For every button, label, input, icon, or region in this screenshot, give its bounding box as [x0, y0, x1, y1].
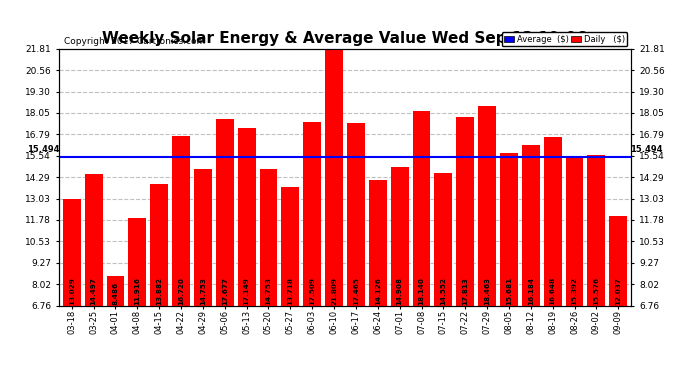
Text: 14.552: 14.552 — [440, 277, 446, 305]
Text: 17.509: 17.509 — [309, 277, 315, 305]
Text: 15.392: 15.392 — [571, 277, 578, 305]
Bar — [544, 137, 562, 306]
Title: Weekly Solar Energy & Average Value Wed Sep 13 19:06: Weekly Solar Energy & Average Value Wed … — [103, 31, 587, 46]
Bar — [413, 111, 431, 306]
Text: 16.184: 16.184 — [528, 277, 534, 305]
Text: Copyright 2017 Cartronics.com: Copyright 2017 Cartronics.com — [64, 37, 206, 46]
Text: 17.813: 17.813 — [462, 277, 469, 305]
Bar — [456, 117, 474, 306]
Bar — [478, 106, 496, 306]
Bar — [282, 187, 299, 306]
Bar — [216, 119, 234, 306]
Bar — [500, 153, 518, 306]
Bar — [609, 216, 627, 306]
Bar — [522, 145, 540, 306]
Text: 13.882: 13.882 — [156, 277, 162, 305]
Bar — [369, 180, 387, 306]
Text: 17.677: 17.677 — [221, 277, 228, 305]
Text: 21.809: 21.809 — [331, 277, 337, 305]
Bar — [85, 174, 103, 306]
Text: 17.465: 17.465 — [353, 277, 359, 305]
Bar — [63, 199, 81, 306]
Bar — [587, 155, 605, 306]
Text: 14.126: 14.126 — [375, 277, 381, 305]
Legend: Average  ($), Daily   ($): Average ($), Daily ($) — [502, 32, 627, 46]
Bar — [237, 128, 255, 306]
Text: 18.140: 18.140 — [419, 277, 424, 305]
Text: 14.753: 14.753 — [200, 277, 206, 305]
Text: 13.718: 13.718 — [287, 277, 293, 305]
Text: 11.916: 11.916 — [135, 277, 140, 305]
Bar — [303, 122, 321, 306]
Text: 15.576: 15.576 — [593, 277, 600, 305]
Text: 13.029: 13.029 — [69, 277, 75, 305]
Text: 8.486: 8.486 — [112, 282, 119, 305]
Bar — [150, 184, 168, 306]
Bar — [566, 158, 584, 306]
Text: 16.720: 16.720 — [178, 277, 184, 305]
Text: 16.648: 16.648 — [550, 277, 555, 305]
Bar — [391, 166, 408, 306]
Text: 12.037: 12.037 — [615, 277, 621, 305]
Text: 14.497: 14.497 — [90, 277, 97, 305]
Bar — [128, 217, 146, 306]
Bar — [194, 169, 212, 306]
Text: 17.149: 17.149 — [244, 277, 250, 305]
Text: 15.681: 15.681 — [506, 277, 512, 305]
Bar — [106, 276, 124, 306]
Bar — [435, 172, 453, 306]
Text: 15.494: 15.494 — [27, 145, 60, 154]
Bar — [325, 49, 343, 306]
Text: 14.908: 14.908 — [397, 277, 403, 305]
Text: 14.753: 14.753 — [266, 277, 271, 305]
Bar — [347, 123, 365, 306]
Bar — [259, 169, 277, 306]
Text: 15.494: 15.494 — [630, 145, 663, 154]
Text: 18.463: 18.463 — [484, 277, 490, 305]
Bar — [172, 136, 190, 306]
